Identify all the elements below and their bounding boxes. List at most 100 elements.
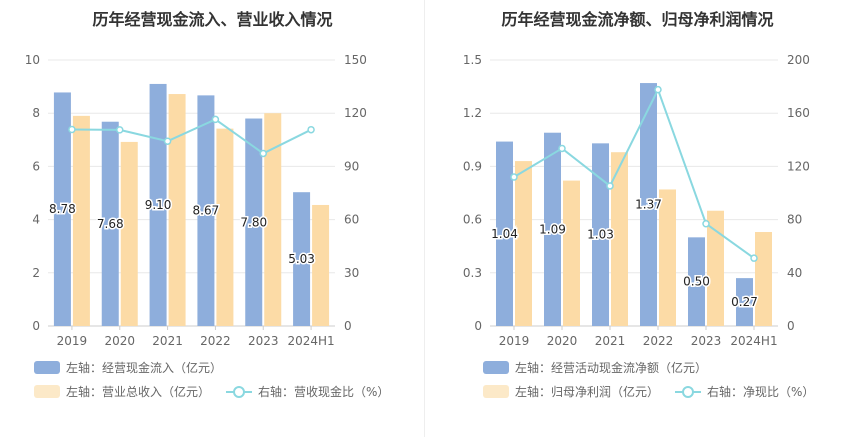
- legend-row-2: 左轴：归母净利润（亿元） 右轴：净现比（%）: [483, 383, 830, 400]
- x-tick-label: 2024H1: [730, 334, 777, 348]
- bar-series-1: [544, 132, 561, 326]
- bar-series-1: [592, 143, 609, 326]
- bar-data-label: 1.37: [635, 198, 662, 212]
- x-tick-label: 2021: [152, 334, 183, 348]
- legend-item-bar1[interactable]: 左轴：经营活动现金流净额（亿元）: [483, 359, 707, 376]
- legend-item-bar1[interactable]: 左轴：经营现金流入（亿元）: [34, 359, 222, 376]
- y-right-tick-label: 120: [787, 159, 810, 173]
- y-right-tick-label: 200: [787, 53, 810, 67]
- panel-divider: [424, 0, 425, 437]
- bar-series-1: [149, 83, 167, 326]
- y-left-tick-label: 1.5: [463, 53, 482, 67]
- y-right-tick-label: 40: [787, 266, 802, 280]
- bar-series-2: [611, 152, 628, 326]
- line-point: [654, 85, 662, 94]
- y-left-tick-label: 10: [25, 53, 40, 67]
- y-right-tick-label: 0: [344, 319, 352, 333]
- line-point: [259, 149, 267, 158]
- bar-data-label: 0.27: [731, 295, 758, 309]
- x-tick-label: 2020: [104, 334, 135, 348]
- y-right-tick-label: 150: [344, 53, 367, 67]
- bar-series-2: [563, 180, 580, 326]
- x-tick-label: 2024H1: [287, 334, 334, 348]
- line-point: [702, 219, 710, 228]
- legend-swatch-line: [226, 385, 253, 399]
- legend-item-line[interactable]: 右轴：营收现金比（%）: [226, 383, 389, 400]
- bar-data-label: 1.09: [539, 222, 566, 236]
- bar-series-1: [101, 121, 119, 326]
- x-tick-label: 2023: [248, 334, 279, 348]
- bar-series-2: [120, 141, 138, 326]
- y-left-tick-label: 1.2: [463, 106, 482, 120]
- line-point: [163, 137, 172, 145]
- y-left-tick-label: 0.6: [463, 213, 482, 227]
- legend-swatch-line: [675, 385, 702, 399]
- x-tick-label: 2019: [499, 334, 530, 348]
- bar-series-2: [515, 161, 532, 326]
- bar-series-1: [293, 192, 311, 326]
- legend-swatch-bar1: [483, 361, 509, 374]
- y-left-tick-label: 0.3: [463, 266, 482, 280]
- chart-panel-left: 历年经营现金流入、营业收入情况 0 0 2 30 4 60 6 90 8 120 10 150 2019…: [25, 10, 405, 400]
- y-left-tick-label: 8: [32, 106, 40, 120]
- bar-series-1: [496, 141, 513, 326]
- y-left-tick-label: 0: [32, 319, 40, 333]
- bar-data-label: 7.80: [240, 215, 267, 229]
- legend-swatch-bar1: [34, 361, 60, 374]
- bar-data-label: 1.03: [587, 228, 614, 242]
- bar-data-label: 0.50: [683, 275, 710, 289]
- bar-series-2: [707, 210, 724, 326]
- legend-item-bar2[interactable]: 左轴：营业总收入（亿元）: [34, 383, 210, 400]
- y-right-tick-label: 120: [344, 106, 367, 120]
- x-tick-label: 2019: [57, 334, 88, 348]
- bar-series-1: [688, 237, 705, 326]
- y-right-tick-label: 160: [787, 106, 810, 120]
- y-left-tick-label: 0: [474, 319, 482, 333]
- bar-series-2: [755, 232, 772, 326]
- bar-data-label: 8.67: [193, 204, 220, 218]
- bar-series-2: [216, 128, 234, 326]
- bar-series-2: [659, 189, 676, 326]
- legend-label: 左轴：归母净利润（亿元）: [515, 385, 660, 399]
- bar-data-label: 9.10: [145, 198, 172, 212]
- line-point: [606, 182, 614, 190]
- line-series: [71, 118, 312, 155]
- y-left-tick-label: 0.9: [463, 159, 482, 173]
- legend-label: 左轴：营业总收入（亿元）: [66, 385, 211, 399]
- legend-swatch-bar2: [483, 385, 509, 398]
- legend-item-line[interactable]: 右轴：净现比（%）: [675, 383, 814, 400]
- line-point: [211, 115, 220, 124]
- line-point: [510, 173, 518, 181]
- bar-series-1: [736, 278, 753, 326]
- legend-item-bar2[interactable]: 左轴：归母净利润（亿元）: [483, 383, 659, 400]
- chart-panel-right: 历年经营现金流净额、归母净利润情况 0 0 0.3 40 0.6 80 0.9 120 1.2 1…: [425, 0, 850, 437]
- x-tick-label: 2022: [200, 334, 231, 348]
- line-point: [116, 126, 124, 134]
- legend-row-2: 左轴：营业总收入（亿元） 右轴：营收现金比（%）: [34, 383, 405, 400]
- y-right-tick-label: 60: [344, 213, 359, 227]
- y-left-tick-label: 6: [32, 159, 40, 173]
- chart-title: 历年经营现金流入、营业收入情况: [92, 10, 333, 29]
- legend-label: 左轴：经营现金流入（亿元）: [66, 361, 223, 375]
- bar-series-2: [168, 94, 186, 326]
- bar-data-label: 7.68: [97, 217, 124, 231]
- line-point: [558, 144, 566, 153]
- legend-row-1: 左轴：经营现金流入（亿元）: [34, 359, 238, 376]
- bar-series-1: [53, 92, 71, 327]
- x-tick-label: 2023: [691, 334, 722, 348]
- legend-row-1: 左轴：经营活动现金流净额（亿元）: [483, 359, 723, 376]
- chart-svg: 0 0 2 30 4 60 6 90 8 120 10 150 2019 2020 2021 2022 2023…: [25, 53, 367, 348]
- line-point: [750, 254, 758, 262]
- line-point: [68, 125, 76, 134]
- bar-data-label: 5.03: [288, 252, 315, 266]
- chart-svg: 0 0 0.3 40 0.6 80 0.9 120 1.2 160 1.5 200 2019 2020 20…: [463, 53, 810, 348]
- y-left-tick-label: 4: [32, 213, 40, 227]
- chart-title: 历年经营现金流净额、归母净利润情况: [501, 10, 774, 29]
- bar-series-1: [640, 83, 657, 326]
- bar-series-1: [245, 118, 263, 327]
- legend-swatch-bar2: [34, 385, 60, 398]
- y-right-tick-label: 80: [787, 213, 802, 227]
- legend-label: 右轴：净现比（%）: [707, 385, 815, 399]
- bar-data-label: 8.78: [49, 202, 76, 216]
- x-tick-label: 2022: [643, 334, 674, 348]
